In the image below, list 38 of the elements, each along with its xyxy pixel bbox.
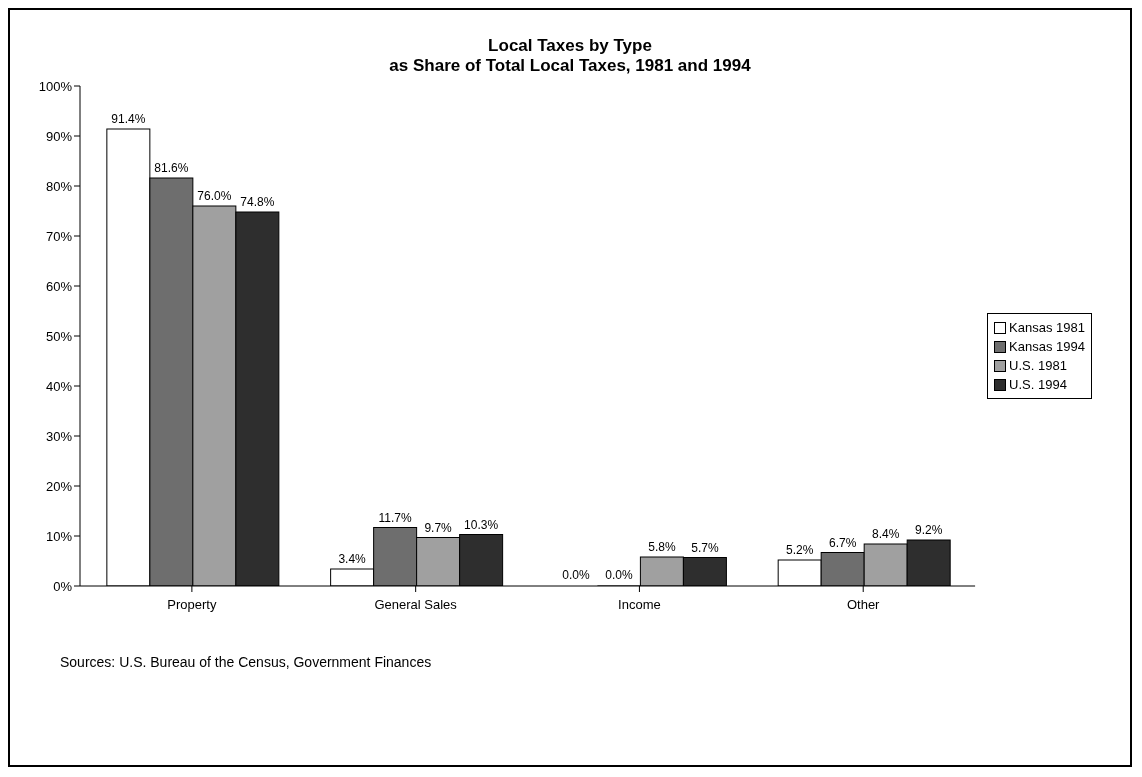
y-tick-label: 70% xyxy=(45,228,73,244)
data-label: 9.7% xyxy=(424,520,453,535)
data-label: 0.0% xyxy=(562,568,590,582)
legend-label: Kansas 1994 xyxy=(1009,338,1085,356)
chart-subtitle: as Share of Total Local Taxes, 1981 and 1994 xyxy=(388,56,752,76)
data-label: 10.3% xyxy=(464,517,499,532)
x-tick-label: Income xyxy=(618,597,661,613)
data-label: 9.2% xyxy=(914,523,943,537)
y-tick-label: 50% xyxy=(45,328,73,344)
data-label: 5.7% xyxy=(691,540,719,555)
data-label: 8.4% xyxy=(871,527,900,541)
y-tick-label: 10% xyxy=(45,528,73,544)
y-tick-label: 80% xyxy=(45,178,73,194)
data-label: 81.6% xyxy=(154,161,189,175)
data-label: 5.2% xyxy=(785,543,814,557)
y-tick-label: 30% xyxy=(45,428,73,444)
data-label: 0.0% xyxy=(605,568,633,582)
chart-title: Local Taxes by Type xyxy=(487,36,653,56)
data-label: 74.8% xyxy=(240,195,275,209)
x-tick-label: Property xyxy=(167,597,217,613)
data-label: 6.7% xyxy=(828,535,857,550)
y-tick-label: 100% xyxy=(38,78,73,94)
source-note: Sources: U.S. Bureau of the Census, Government Finances xyxy=(60,654,433,670)
y-tick-label: 0% xyxy=(53,578,73,594)
y-tick-label: 20% xyxy=(45,478,73,494)
y-tick-label: 90% xyxy=(45,128,73,144)
data-label: 11.7% xyxy=(378,510,413,525)
data-label: 3.4% xyxy=(338,552,367,566)
y-tick-label: 40% xyxy=(45,378,73,394)
legend-label: Kansas 1981 xyxy=(1009,319,1085,337)
legend-label: U.S. 1981 xyxy=(1009,357,1067,375)
data-label: 5.8% xyxy=(648,540,676,554)
y-tick-label: 60% xyxy=(45,278,73,294)
legend-label: U.S. 1994 xyxy=(1009,376,1067,394)
x-tick-label: General Sales xyxy=(374,597,458,613)
data-label: 91.4% xyxy=(111,112,146,126)
data-label: 76.0% xyxy=(197,189,232,203)
x-tick-label: Other xyxy=(846,597,881,613)
